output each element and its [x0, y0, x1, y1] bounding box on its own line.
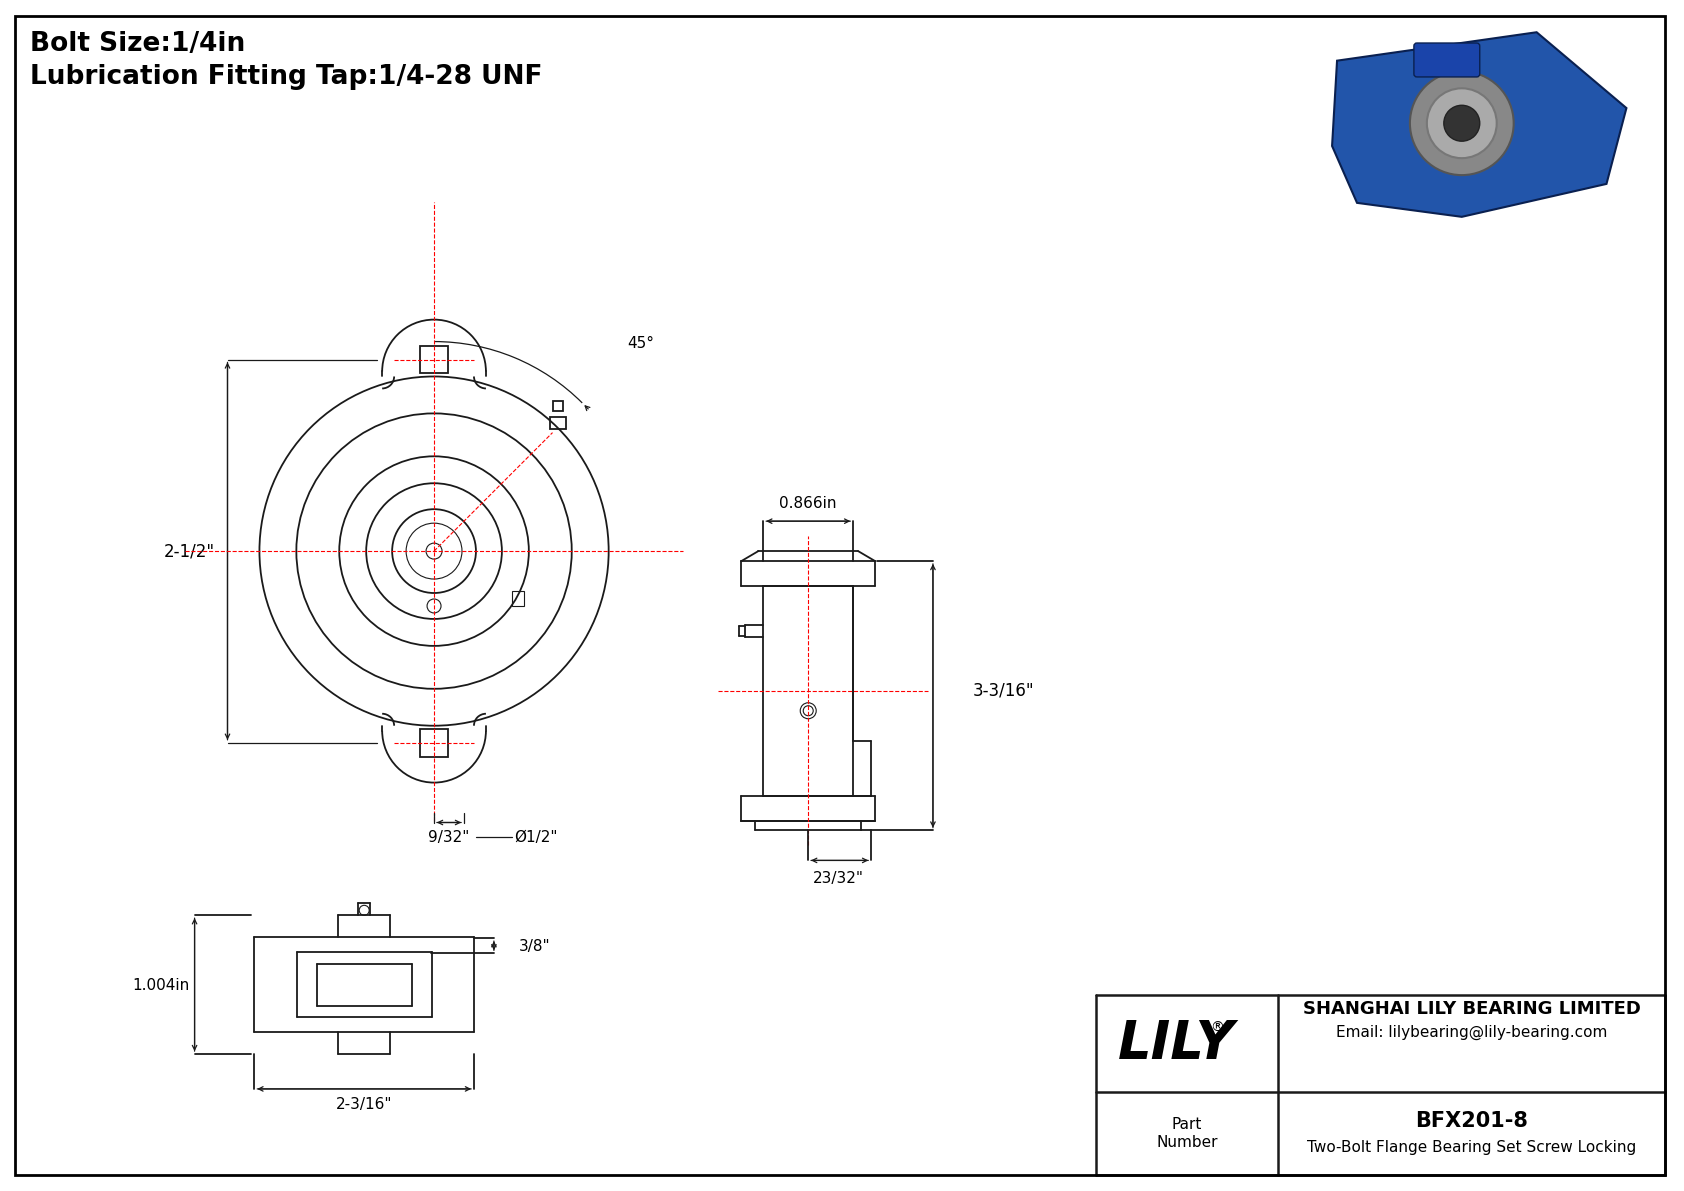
Text: 0.866in: 0.866in — [780, 495, 837, 511]
Text: BFX201-8: BFX201-8 — [1415, 1111, 1527, 1131]
FancyBboxPatch shape — [1415, 43, 1480, 77]
Text: 45°: 45° — [626, 336, 653, 350]
Text: Email: lilybearing@lily-bearing.com: Email: lilybearing@lily-bearing.com — [1335, 1024, 1607, 1040]
Text: 2-1/2": 2-1/2" — [163, 542, 216, 560]
Polygon shape — [1332, 32, 1627, 217]
Text: Lubrication Fitting Tap:1/4-28 UNF: Lubrication Fitting Tap:1/4-28 UNF — [30, 64, 542, 91]
Circle shape — [1443, 105, 1480, 142]
Bar — [512, 591, 524, 606]
Circle shape — [1410, 71, 1514, 175]
Text: Two-Bolt Flange Bearing Set Screw Locking: Two-Bolt Flange Bearing Set Screw Lockin… — [1307, 1140, 1637, 1155]
Bar — [552, 400, 562, 411]
Text: Ø1/2": Ø1/2" — [514, 830, 557, 844]
Text: ®: ® — [1209, 1021, 1224, 1035]
Bar — [549, 417, 566, 429]
Bar — [419, 729, 448, 756]
Text: Bolt Size:1/4in: Bolt Size:1/4in — [30, 31, 246, 57]
Text: 1.004in: 1.004in — [133, 978, 190, 992]
Text: LILY: LILY — [1118, 1017, 1234, 1070]
Text: 3/8": 3/8" — [519, 939, 551, 954]
Text: 9/32": 9/32" — [428, 830, 470, 844]
Text: 3-3/16": 3-3/16" — [973, 681, 1034, 700]
Text: Part
Number: Part Number — [1155, 1117, 1218, 1149]
Text: 2-3/16": 2-3/16" — [335, 1097, 392, 1112]
Circle shape — [1426, 88, 1497, 158]
Bar — [419, 345, 448, 374]
Text: SHANGHAI LILY BEARING LIMITED: SHANGHAI LILY BEARING LIMITED — [1303, 999, 1640, 1017]
Text: 23/32": 23/32" — [813, 871, 864, 886]
